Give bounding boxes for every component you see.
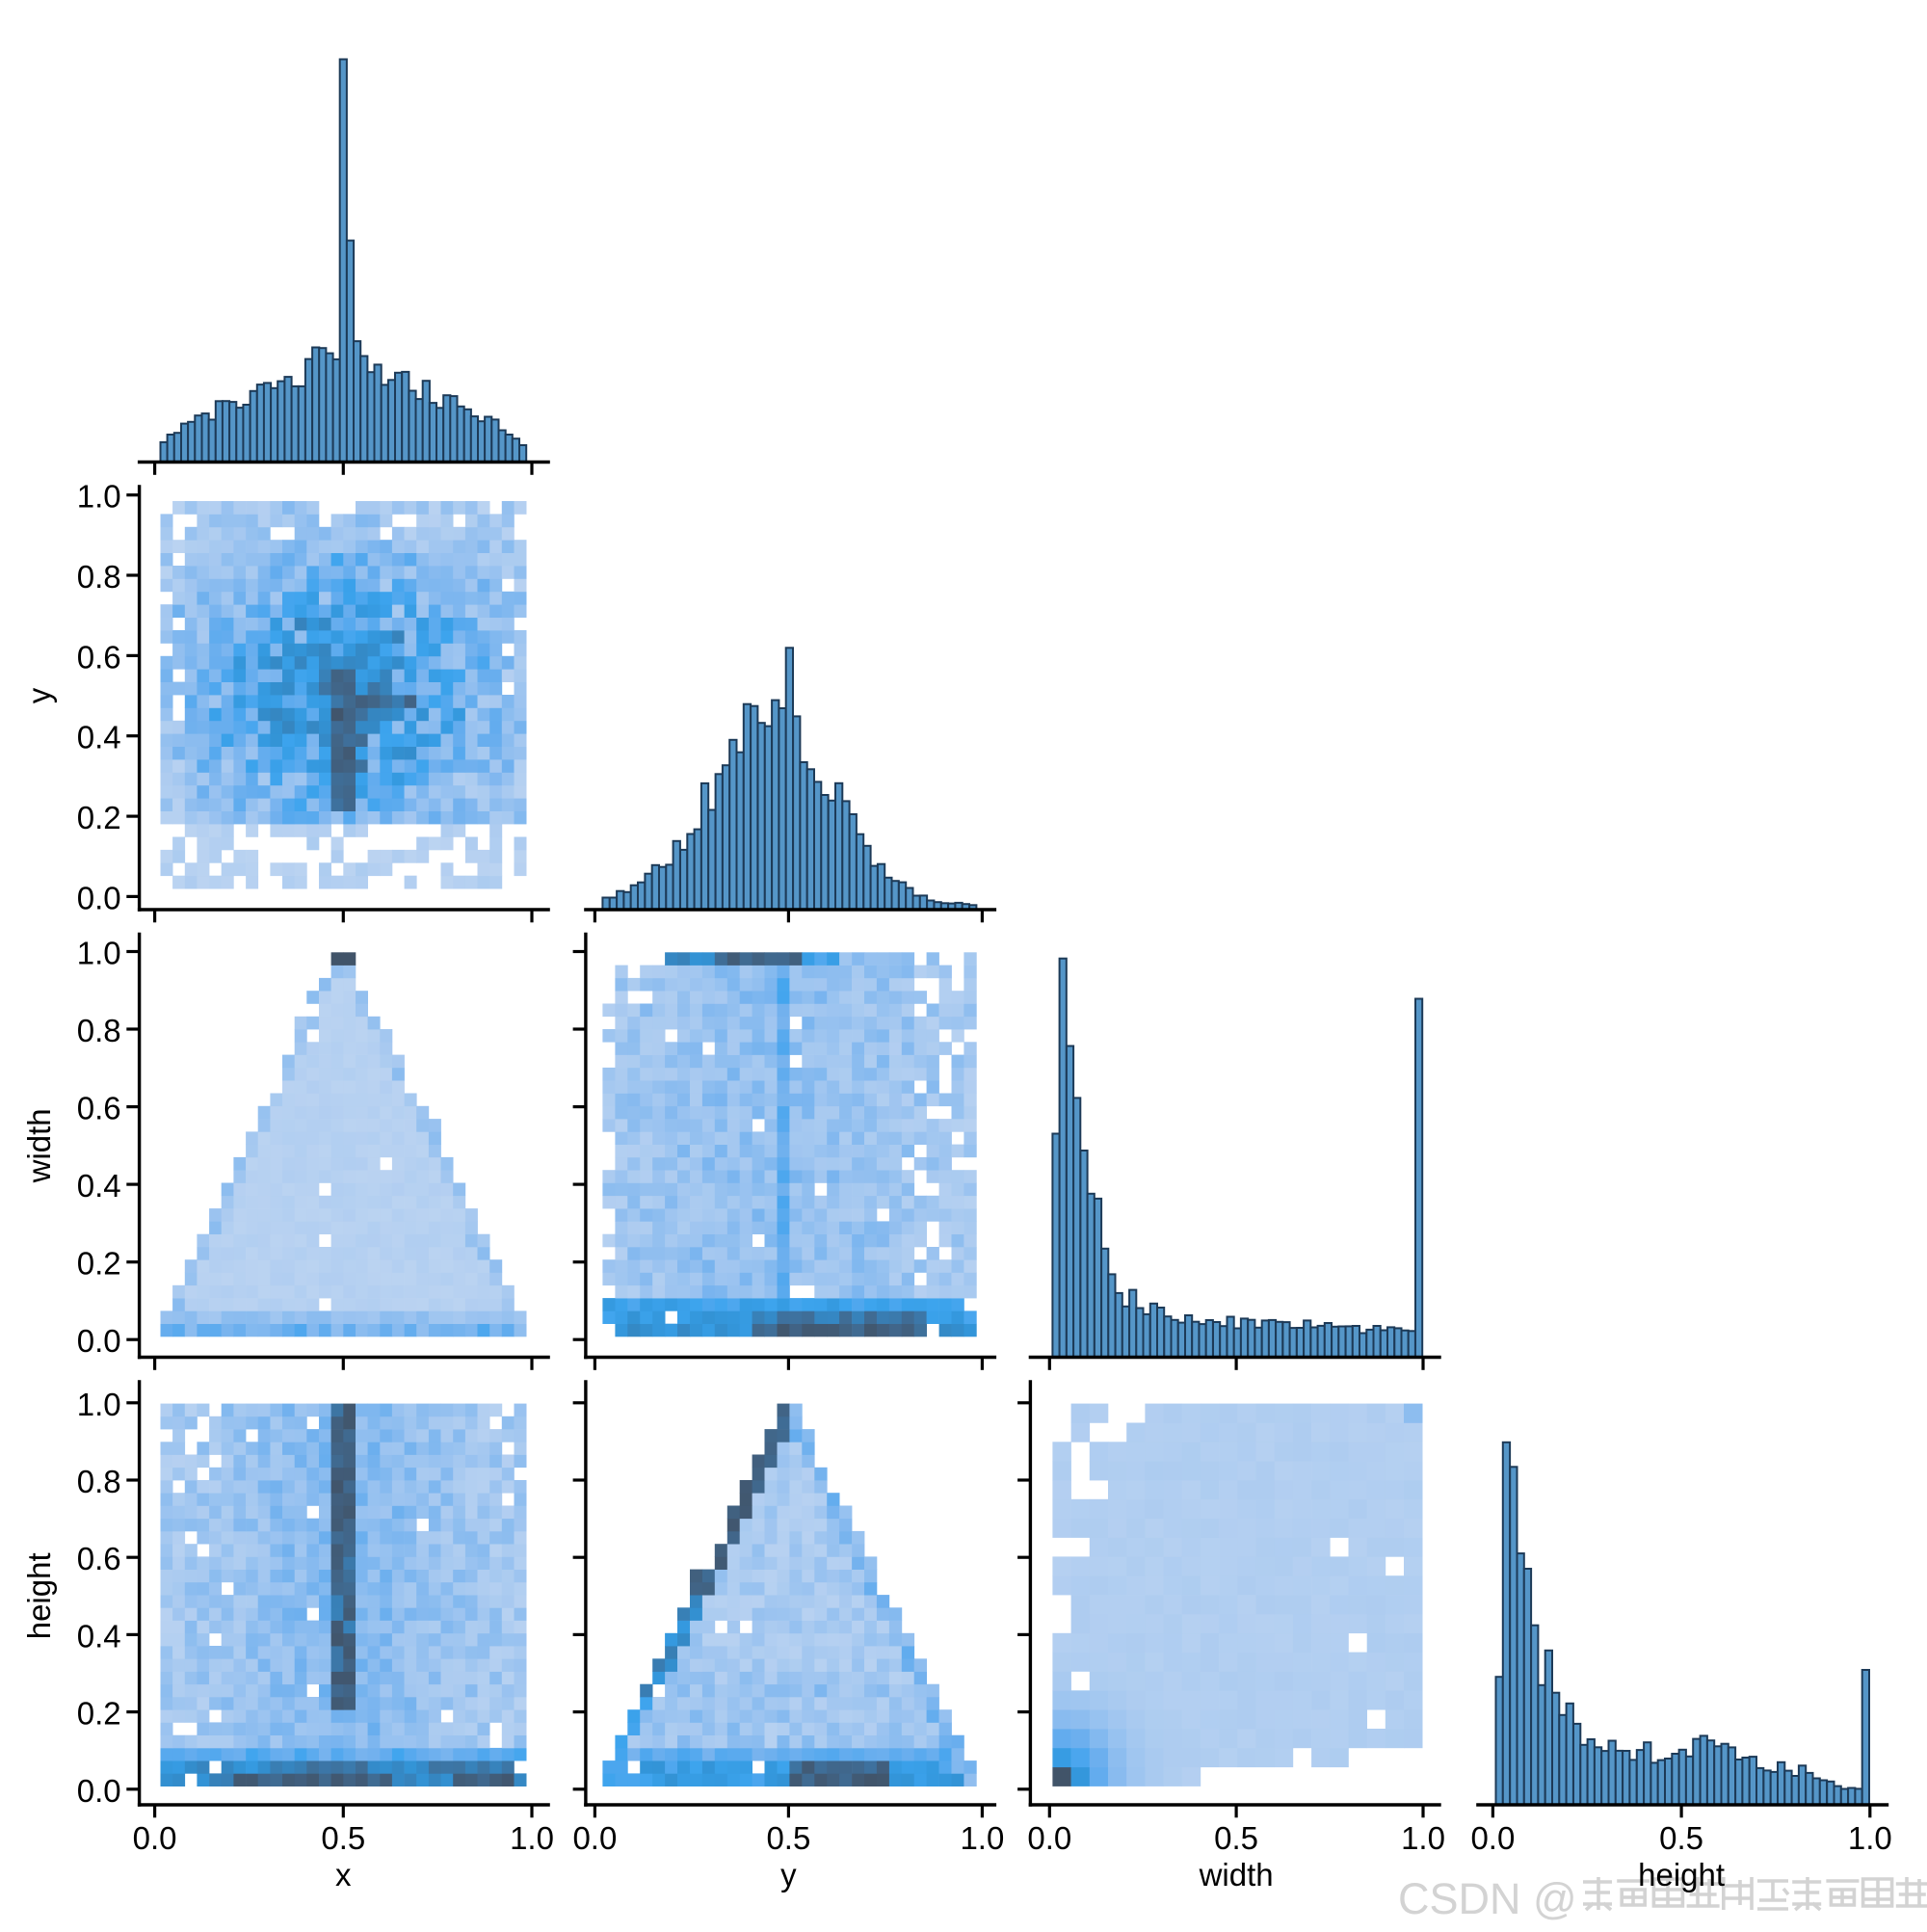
svg-text:1.0: 1.0	[510, 1820, 554, 1856]
svg-text:0.4: 0.4	[77, 1618, 121, 1654]
svg-text:0.6: 0.6	[77, 1541, 121, 1576]
svg-text:1.0: 1.0	[77, 1387, 121, 1422]
svg-text:0.0: 0.0	[572, 1820, 617, 1856]
svg-text:0.0: 0.0	[77, 880, 121, 915]
svg-text:0.5: 0.5	[766, 1820, 810, 1856]
svg-text:0.0: 0.0	[1470, 1820, 1515, 1856]
svg-text:0.2: 0.2	[77, 1246, 121, 1282]
svg-text:height: height	[21, 1552, 57, 1639]
svg-text:0.8: 0.8	[77, 1013, 121, 1048]
svg-text:x: x	[335, 1857, 352, 1892]
svg-text:0.8: 0.8	[77, 1464, 121, 1499]
svg-text:0.5: 0.5	[321, 1820, 365, 1856]
svg-text:0.5: 0.5	[1659, 1820, 1703, 1856]
svg-text:0.6: 0.6	[77, 639, 121, 675]
svg-text:0.2: 0.2	[77, 1696, 121, 1732]
svg-text:width: width	[21, 1108, 57, 1183]
svg-text:y: y	[21, 687, 57, 703]
svg-text:0.0: 0.0	[133, 1820, 177, 1856]
svg-text:0.0: 0.0	[77, 1323, 121, 1359]
svg-text:1.0: 1.0	[960, 1820, 1004, 1856]
svg-text:0.0: 0.0	[77, 1773, 121, 1809]
svg-text:1.0: 1.0	[1401, 1820, 1445, 1856]
svg-text:1.0: 1.0	[77, 936, 121, 971]
svg-text:0.8: 0.8	[77, 559, 121, 595]
svg-text:1.0: 1.0	[77, 479, 121, 515]
svg-text:0.2: 0.2	[77, 800, 121, 835]
svg-text:CSDN @: CSDN @	[1398, 1874, 1577, 1923]
svg-text:width: width	[1199, 1857, 1274, 1892]
svg-text:0.6: 0.6	[77, 1091, 121, 1126]
svg-text:y: y	[780, 1857, 797, 1892]
svg-text:0.4: 0.4	[77, 720, 121, 755]
svg-text:1.0: 1.0	[1848, 1820, 1892, 1856]
svg-text:0.4: 0.4	[77, 1168, 121, 1204]
svg-text:0.5: 0.5	[1214, 1820, 1258, 1856]
svg-text:height: height	[1638, 1857, 1725, 1892]
svg-text:0.0: 0.0	[1027, 1820, 1071, 1856]
